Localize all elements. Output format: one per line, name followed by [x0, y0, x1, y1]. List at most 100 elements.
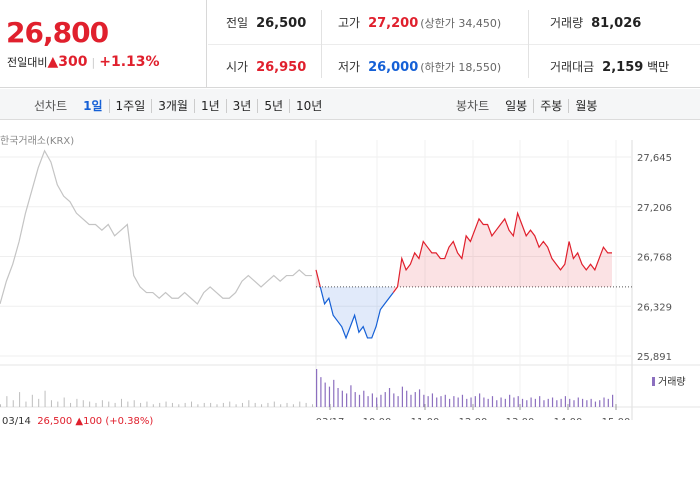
volume-legend: 거래량 — [652, 373, 686, 388]
tab-3y[interactable]: 3년 — [226, 99, 259, 113]
volume-bar — [0, 404, 1, 407]
quote-stats: 전일 26,500 고가 27,200 (상한가 34,450) 거래량 81,026 … — [208, 0, 700, 88]
tab-1y[interactable]: 1년 — [194, 99, 227, 113]
volume-bar — [457, 397, 459, 407]
volume-bar — [333, 379, 335, 407]
volume-bar — [316, 369, 318, 407]
down-line — [319, 286, 394, 340]
volume-bar — [406, 390, 408, 407]
volume-bar — [603, 397, 605, 407]
volume-bar — [380, 394, 382, 407]
volume-bar — [354, 392, 356, 407]
volume-bar — [133, 400, 135, 407]
volume-bar — [89, 401, 91, 407]
volume-bar — [569, 398, 571, 407]
down-area — [320, 286, 394, 338]
y-tick-label: 27,206 — [637, 203, 672, 214]
divider: | — [91, 56, 96, 69]
x-tick-label: 14:00 — [554, 417, 583, 420]
chart-period-tabs: 선차트 1일 1주일 3개월 1년 3년 5년 10년 봉차트 일봉 주봉 월봉 — [0, 89, 700, 120]
stat-value: 26,500 — [256, 16, 307, 31]
volume-bar — [479, 393, 481, 407]
volume-bar — [491, 396, 494, 407]
volume-bar — [363, 390, 365, 407]
stat-label: 시가 — [226, 60, 249, 74]
volume-bar — [254, 402, 256, 407]
volume-bar — [500, 397, 502, 407]
volume-bar — [31, 394, 33, 407]
tab-1d[interactable]: 1일 — [77, 99, 110, 113]
divider — [321, 10, 322, 78]
tab-weekly[interactable]: 주봉 — [534, 99, 570, 113]
tab-daily[interactable]: 일봉 — [499, 99, 535, 113]
stat-label: 거래량 — [550, 16, 584, 30]
volume-bar — [152, 404, 154, 407]
tab-5y[interactable]: 5년 — [258, 99, 291, 113]
volume-bar — [530, 397, 532, 407]
volume-bar — [573, 400, 575, 407]
volume-bar — [539, 396, 541, 407]
volume-bar — [388, 388, 391, 407]
volume-bar — [312, 404, 313, 407]
volume-bar — [346, 393, 348, 407]
volume-bar — [299, 401, 301, 407]
stat-open: 시가 26,950 — [226, 58, 306, 75]
line-chart-tabs: 선차트 1일 1주일 3개월 1년 3년 5년 10년 — [34, 97, 328, 114]
stat-turnover: 거래대금 2,159 백만 — [550, 58, 669, 75]
change-label: 전일대비 — [7, 56, 48, 69]
volume-bar — [547, 398, 549, 407]
volume-bar — [222, 402, 224, 407]
line-chart-label: 선차트 — [34, 99, 68, 113]
volume-bar — [159, 402, 161, 407]
volume-bar — [350, 385, 352, 407]
exchange-label: 한국거래소(KRX) — [0, 136, 75, 147]
up-area — [393, 213, 612, 293]
divider — [528, 10, 529, 78]
volume-bar — [108, 401, 110, 407]
volume-bar — [178, 404, 180, 407]
volume-bar — [401, 386, 403, 407]
volume-bar — [496, 400, 498, 407]
volume-bar — [504, 398, 506, 407]
volume-bar — [25, 401, 27, 407]
volume-bar — [127, 401, 129, 407]
volume-bar — [607, 398, 609, 407]
y-tick-label: 26,329 — [637, 302, 672, 313]
tab-monthly[interactable]: 월봉 — [575, 99, 598, 113]
tab-1w[interactable]: 1주일 — [109, 99, 153, 113]
y-tick-label: 26,768 — [637, 253, 672, 264]
tab-3m[interactable]: 3개월 — [152, 99, 195, 113]
volume-bar — [521, 398, 524, 407]
volume-bar — [440, 396, 442, 407]
x-tick-label: 13:00 — [506, 417, 535, 420]
volume-bar — [76, 398, 78, 407]
volume-bar — [241, 402, 243, 407]
volume-bar — [19, 392, 21, 407]
change-amount: 300 — [58, 54, 88, 70]
stat-value: 2,159 — [602, 60, 644, 75]
quote-header: 26,800 전일대비▲300 | +1.13% 전일 26,500 고가 27,200… — [0, 0, 700, 88]
volume-bar — [38, 398, 40, 407]
volume-bar — [410, 394, 412, 407]
volume-bar — [483, 397, 485, 407]
price-chart[interactable]: 27,645 27,206 26,768 26,329 25,891 03/17 10:00… — [0, 120, 700, 420]
tab-10y[interactable]: 10년 — [296, 99, 323, 113]
prev-day-line — [0, 149, 312, 305]
volume-bar — [418, 389, 421, 407]
y-tick-label: 27,645 — [637, 153, 672, 164]
volume-bar — [184, 402, 186, 407]
volume-bar — [594, 401, 597, 407]
volume-bar — [431, 393, 434, 407]
volume-bar — [203, 402, 205, 407]
volume-bar — [487, 398, 489, 407]
x-tick-label: 11:00 — [411, 417, 440, 420]
prev-rate: (+0.38%) — [105, 416, 154, 427]
volume-bar — [273, 401, 275, 407]
volume-swatch — [652, 377, 655, 386]
volume-bar — [367, 396, 369, 407]
volume-bar — [427, 396, 429, 407]
volume-bar — [267, 402, 269, 407]
up-line — [392, 210, 612, 293]
volume-bar — [414, 392, 416, 407]
volume-bar — [517, 396, 519, 407]
